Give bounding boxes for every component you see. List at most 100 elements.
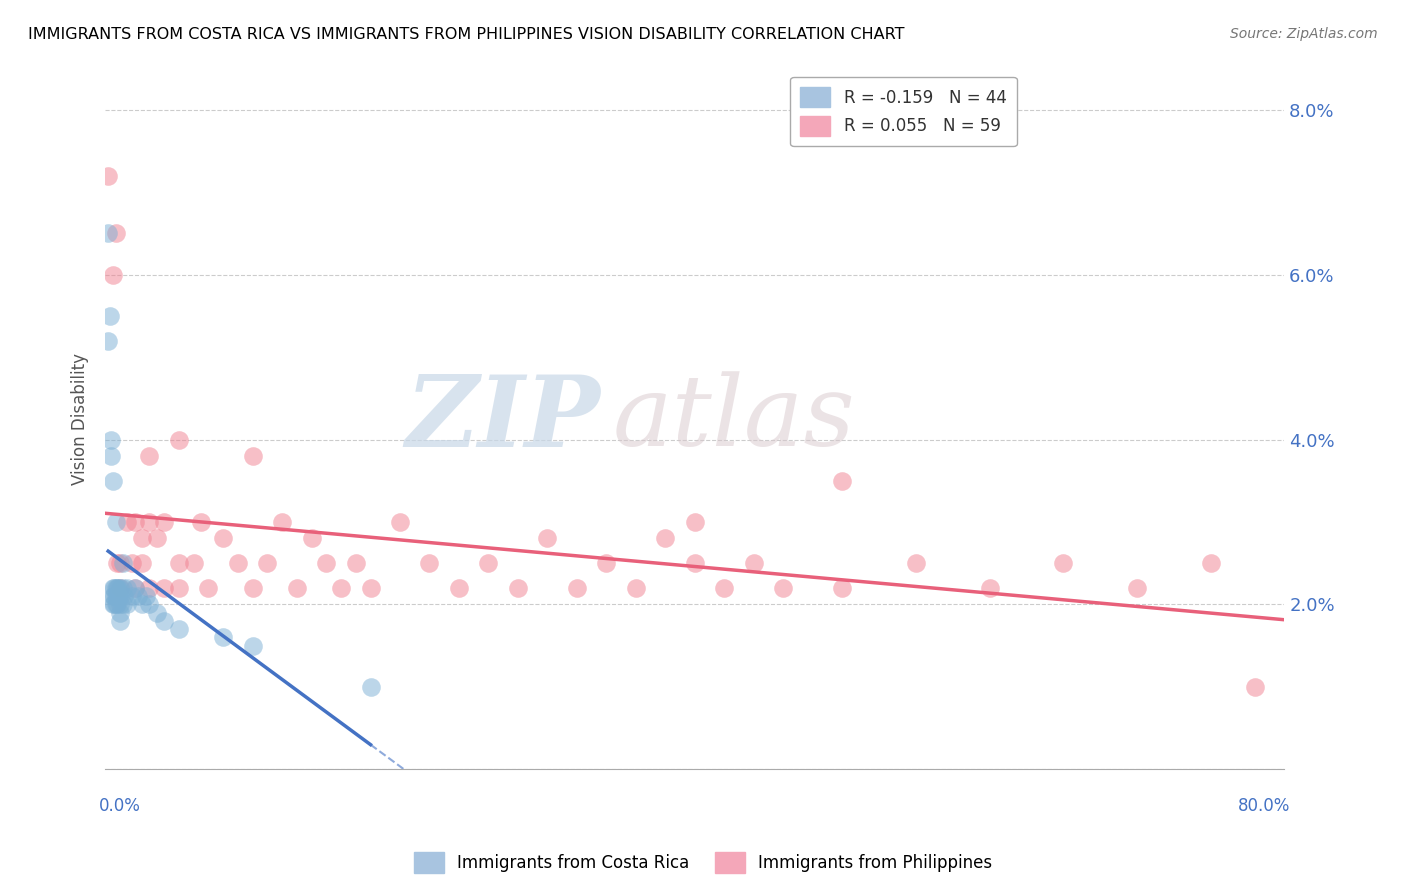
Point bbox=[242, 581, 264, 595]
Point bbox=[742, 556, 765, 570]
Point bbox=[212, 532, 235, 546]
Point bbox=[112, 589, 135, 603]
Point bbox=[103, 598, 125, 612]
Point bbox=[138, 598, 160, 612]
Point bbox=[271, 515, 294, 529]
Point bbox=[565, 581, 588, 595]
Point bbox=[121, 556, 143, 570]
Point bbox=[167, 581, 190, 595]
Text: IMMIGRANTS FROM COSTA RICA VS IMMIGRANTS FROM PHILIPPINES VISION DISABILITY CORR: IMMIGRANTS FROM COSTA RICA VS IMMIGRANTS… bbox=[28, 27, 904, 42]
Point bbox=[831, 474, 853, 488]
Point bbox=[131, 598, 153, 612]
Point bbox=[108, 606, 131, 620]
Point bbox=[167, 556, 190, 570]
Point bbox=[131, 556, 153, 570]
Point bbox=[683, 556, 706, 570]
Point bbox=[111, 556, 134, 570]
Point bbox=[624, 581, 647, 595]
Point bbox=[100, 449, 122, 463]
Point bbox=[121, 589, 143, 603]
Point bbox=[103, 581, 125, 595]
Point bbox=[167, 433, 190, 447]
Point bbox=[108, 614, 131, 628]
Point bbox=[146, 606, 169, 620]
Point bbox=[117, 515, 139, 529]
Point bbox=[107, 589, 129, 603]
Point bbox=[683, 515, 706, 529]
Point bbox=[105, 589, 128, 603]
Point bbox=[104, 581, 127, 595]
Point bbox=[108, 598, 131, 612]
Point bbox=[101, 581, 124, 595]
Point bbox=[344, 556, 367, 570]
Point bbox=[477, 556, 499, 570]
Point bbox=[146, 532, 169, 546]
Point bbox=[153, 515, 176, 529]
Point bbox=[447, 581, 470, 595]
Point bbox=[506, 581, 529, 595]
Point bbox=[101, 589, 124, 603]
Point bbox=[167, 622, 190, 636]
Point bbox=[104, 515, 127, 529]
Point bbox=[654, 532, 676, 546]
Point bbox=[111, 581, 134, 595]
Point bbox=[242, 449, 264, 463]
Point bbox=[831, 581, 853, 595]
Point bbox=[904, 556, 927, 570]
Legend: R = -0.159   N = 44, R = 0.055   N = 59: R = -0.159 N = 44, R = 0.055 N = 59 bbox=[790, 77, 1017, 146]
Point bbox=[330, 581, 353, 595]
Point bbox=[772, 581, 794, 595]
Point bbox=[360, 680, 382, 694]
Point bbox=[388, 515, 411, 529]
Point bbox=[108, 581, 131, 595]
Point bbox=[226, 556, 249, 570]
Text: atlas: atlas bbox=[612, 371, 855, 467]
Point bbox=[301, 532, 323, 546]
Point bbox=[124, 581, 146, 595]
Point bbox=[242, 639, 264, 653]
Point bbox=[138, 581, 160, 595]
Point bbox=[100, 433, 122, 447]
Point bbox=[360, 581, 382, 595]
Point bbox=[153, 614, 176, 628]
Point bbox=[104, 598, 127, 612]
Point bbox=[111, 598, 134, 612]
Point bbox=[101, 598, 124, 612]
Point bbox=[108, 556, 131, 570]
Point bbox=[101, 268, 124, 282]
Point bbox=[103, 589, 125, 603]
Point bbox=[127, 589, 149, 603]
Point bbox=[124, 515, 146, 529]
Text: ZIP: ZIP bbox=[405, 371, 600, 467]
Point bbox=[108, 581, 131, 595]
Point bbox=[117, 581, 139, 595]
Point bbox=[138, 449, 160, 463]
Point bbox=[536, 532, 558, 546]
Point bbox=[124, 581, 146, 595]
Text: 0.0%: 0.0% bbox=[100, 797, 141, 815]
Point bbox=[183, 556, 205, 570]
Text: Source: ZipAtlas.com: Source: ZipAtlas.com bbox=[1230, 27, 1378, 41]
Point bbox=[418, 556, 440, 570]
Point bbox=[105, 556, 128, 570]
Point bbox=[98, 309, 121, 323]
Point bbox=[285, 581, 308, 595]
Point bbox=[104, 589, 127, 603]
Point bbox=[1126, 581, 1149, 595]
Point bbox=[1052, 556, 1074, 570]
Point bbox=[595, 556, 617, 570]
Point bbox=[1199, 556, 1222, 570]
Point bbox=[131, 532, 153, 546]
Point bbox=[135, 589, 157, 603]
Point bbox=[97, 227, 120, 241]
Point bbox=[105, 581, 128, 595]
Point bbox=[256, 556, 278, 570]
Point bbox=[138, 515, 160, 529]
Point bbox=[979, 581, 1001, 595]
Point bbox=[190, 515, 212, 529]
Point bbox=[315, 556, 337, 570]
Legend: Immigrants from Costa Rica, Immigrants from Philippines: Immigrants from Costa Rica, Immigrants f… bbox=[408, 846, 998, 880]
Point bbox=[101, 474, 124, 488]
Point bbox=[97, 334, 120, 348]
Text: 80.0%: 80.0% bbox=[1237, 797, 1291, 815]
